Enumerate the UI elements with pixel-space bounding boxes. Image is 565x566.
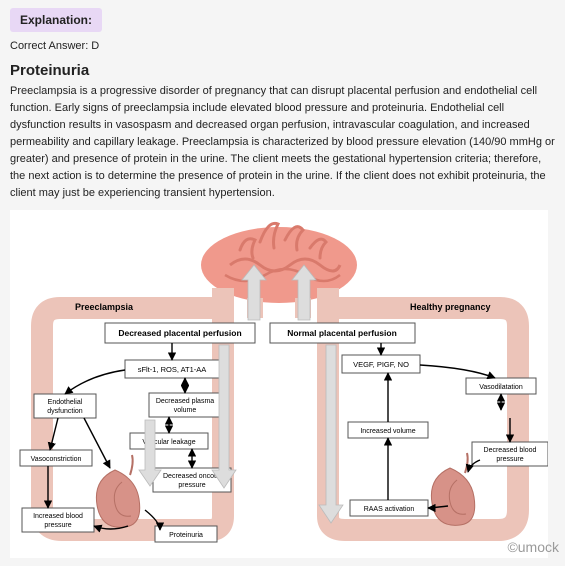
diagram-figure: Preeclampsia Healthy pregnancy Decreased… <box>10 210 548 558</box>
right-header-label: Healthy pregnancy <box>410 302 491 312</box>
vascular-leakage-box: Vascular leakage <box>130 433 208 449</box>
svg-text:Decreased plasma: Decreased plasma <box>156 398 214 405</box>
svg-text:sFlt-1, ROS, AT1-AA: sFlt-1, ROS, AT1-AA <box>138 365 207 374</box>
watermark-label: ©umock <box>507 539 559 555</box>
svg-text:Vasoconstriction: Vasoconstriction <box>31 456 82 463</box>
left-perfusion-box: Decreased placental perfusion <box>105 323 255 343</box>
svg-text:Increased volume: Increased volume <box>360 428 415 435</box>
vasodilatation-box: Vasodilatation <box>466 378 536 394</box>
right-chem-box: VEGF, PIGF, NO <box>342 355 420 373</box>
svg-text:Decreased blood: Decreased blood <box>484 447 537 454</box>
svg-text:Proteinuria: Proteinuria <box>169 532 203 539</box>
section-title: Proteinuria <box>10 62 555 79</box>
vasoconstriction-box: Vasoconstriction <box>20 450 92 466</box>
explanation-paragraph: Preeclampsia is a progressive disorder o… <box>10 83 555 202</box>
svg-text:Normal placental perfusion: Normal placental perfusion <box>287 328 397 338</box>
svg-text:dysfunction: dysfunction <box>47 408 83 415</box>
right-perfusion-box: Normal placental perfusion <box>270 323 415 343</box>
endothelial-box: Endothelial dysfunction <box>34 394 96 418</box>
correct-answer-line: Correct Answer: D <box>10 40 555 52</box>
svg-text:Endothelial: Endothelial <box>48 399 83 406</box>
svg-text:Decreased placental perfusion: Decreased placental perfusion <box>118 328 241 338</box>
right-kidney-icon <box>431 453 474 525</box>
left-header-label: Preeclampsia <box>75 302 134 312</box>
svg-text:pressure: pressure <box>496 456 523 463</box>
svg-text:pressure: pressure <box>178 482 205 489</box>
proteinuria-box: Proteinuria <box>155 526 217 542</box>
increased-bp-box: Increased blood pressure <box>22 508 94 532</box>
explanation-badge: Explanation: <box>10 8 102 32</box>
left-chem-box: sFlt-1, ROS, AT1-AA <box>125 360 220 378</box>
decreased-bp-box: Decreased blood pressure <box>472 442 548 466</box>
svg-text:Vasodilatation: Vasodilatation <box>479 384 523 391</box>
raas-box: RAAS activation <box>350 500 428 516</box>
svg-text:pressure: pressure <box>44 522 71 529</box>
increased-volume-box: Increased volume <box>348 422 428 438</box>
svg-text:Increased blood: Increased blood <box>33 513 83 520</box>
svg-text:volume: volume <box>174 407 197 414</box>
svg-text:VEGF, PIGF, NO: VEGF, PIGF, NO <box>353 360 409 369</box>
plasma-box: Decreased plasma volume <box>149 393 221 417</box>
svg-text:Decreased oncotic: Decreased oncotic <box>163 473 221 480</box>
left-kidney-icon <box>96 455 139 527</box>
svg-text:RAAS activation: RAAS activation <box>364 506 415 513</box>
